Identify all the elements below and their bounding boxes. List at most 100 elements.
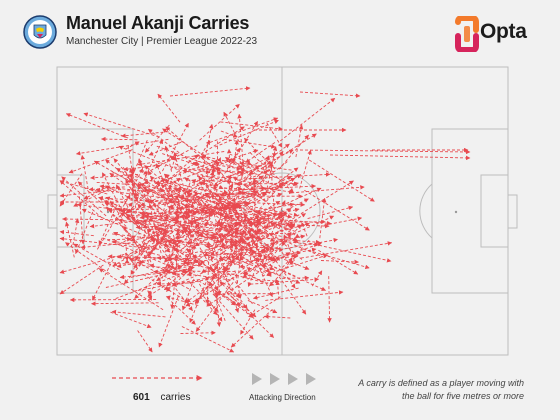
carry-arrow: [141, 218, 179, 224]
carry-arrow: [267, 187, 322, 213]
carry-arrow: [275, 280, 280, 300]
carry-arrow: [280, 97, 336, 142]
carry-arrow: [144, 124, 170, 153]
carry-arrow: [245, 216, 332, 226]
carry-arrow: [65, 113, 129, 139]
carry-arrow: [253, 219, 326, 225]
carry-arrow: [148, 161, 198, 193]
carry-arrow: [237, 113, 244, 167]
carry-arrow: [115, 184, 136, 222]
carry-arrow: [125, 229, 151, 258]
carry-arrow: [105, 266, 195, 288]
carry-arrow: [123, 225, 152, 267]
carry-arrow: [159, 187, 171, 200]
carry-arrow: [121, 131, 169, 138]
carry-arrow: [319, 197, 327, 239]
carry-arrow: [249, 161, 288, 191]
carry-arrow: [264, 314, 291, 319]
carry-arrow: [123, 244, 158, 285]
carry-arrow: [215, 266, 220, 299]
carry-arrow: [111, 309, 166, 318]
carry-arrow: [91, 301, 159, 306]
carry-arrow: [249, 296, 281, 317]
carry-arrow: [200, 157, 222, 202]
carry-arrow: [278, 134, 309, 170]
carry-arrow: [129, 140, 148, 184]
carry-arrow: [161, 256, 172, 279]
pitch: [47, 66, 518, 356]
carry-arrow: [199, 203, 275, 242]
carry-arrow: [170, 262, 178, 310]
carry-arrow: [111, 171, 174, 203]
carry-arrow: [130, 229, 179, 243]
carry-arrows: [59, 86, 471, 353]
carry-arrow: [98, 205, 117, 246]
carry-arrow: [170, 239, 176, 258]
carry-arrow: [169, 234, 218, 242]
carry-arrow: [223, 228, 271, 274]
carry-arrow: [226, 292, 257, 318]
carry-arrow: [265, 181, 283, 188]
carry-arrow: [96, 181, 143, 188]
carry-arrow: [226, 213, 272, 238]
carry-arrow: [118, 145, 178, 170]
carry-arrow: [303, 248, 370, 270]
carry-arrow: [216, 241, 251, 282]
carry-arrow: [238, 202, 295, 215]
carry-arrow: [194, 231, 219, 247]
carry-arrow: [272, 198, 277, 218]
carry-arrow: [162, 122, 189, 172]
carry-arrow: [193, 217, 232, 261]
carry-arrow: [153, 269, 190, 276]
carry-arrow: [122, 228, 167, 260]
carry-arrow: [231, 253, 245, 270]
carry-arrow: [147, 285, 165, 297]
carry-arrow: [260, 247, 280, 253]
carry-arrow: [130, 264, 183, 278]
carry-arrow: [235, 181, 298, 187]
carry-arrow: [173, 203, 185, 220]
carry-arrow: [149, 199, 190, 234]
carry-arrow: [173, 166, 211, 175]
carry-arrow: [265, 146, 278, 194]
carry-arrow: [281, 257, 293, 274]
carry-arrow: [188, 126, 245, 163]
carry-arrow: [254, 258, 296, 277]
carry-arrow: [242, 272, 265, 283]
carry-arrow: [198, 181, 228, 195]
carry-arrow: [211, 254, 299, 266]
carry-arrow: [125, 216, 190, 248]
carry-arrow: [233, 139, 239, 166]
carry-arrow: [137, 330, 153, 353]
carry-arrow: [126, 214, 190, 220]
carry-arrow: [237, 179, 257, 186]
carry-arrow: [223, 138, 276, 149]
carry-arrow: [162, 153, 217, 173]
carry-arrow: [153, 204, 172, 252]
carry-arrow: [188, 220, 232, 228]
carry-arrow: [144, 165, 195, 209]
carry-arrow: [210, 241, 255, 280]
carry-arrow: [219, 258, 240, 313]
carry-arrow: [223, 189, 237, 218]
carry-arrow: [73, 243, 120, 271]
carry-arrow: [199, 155, 258, 175]
carry-arrow: [170, 155, 177, 170]
right-penalty-box: [431, 128, 509, 294]
carry-arrow: [239, 181, 284, 232]
carry-arrow: [196, 279, 223, 322]
carry-arrow: [163, 222, 201, 263]
carry-arrow: [164, 179, 227, 197]
carry-arrow: [72, 218, 80, 246]
carry-arrow: [98, 196, 178, 232]
carry-arrow: [269, 162, 274, 196]
carry-arrow: [143, 139, 164, 181]
carry-arrow: [164, 145, 172, 172]
carry-arrow: [308, 159, 375, 202]
carry-arrow: [143, 175, 162, 184]
carry-arrow: [318, 249, 359, 275]
carry-arrow: [243, 186, 266, 191]
carry-arrow: [69, 297, 157, 303]
carry-arrow: [59, 236, 142, 248]
carry-arrow: [299, 149, 471, 155]
